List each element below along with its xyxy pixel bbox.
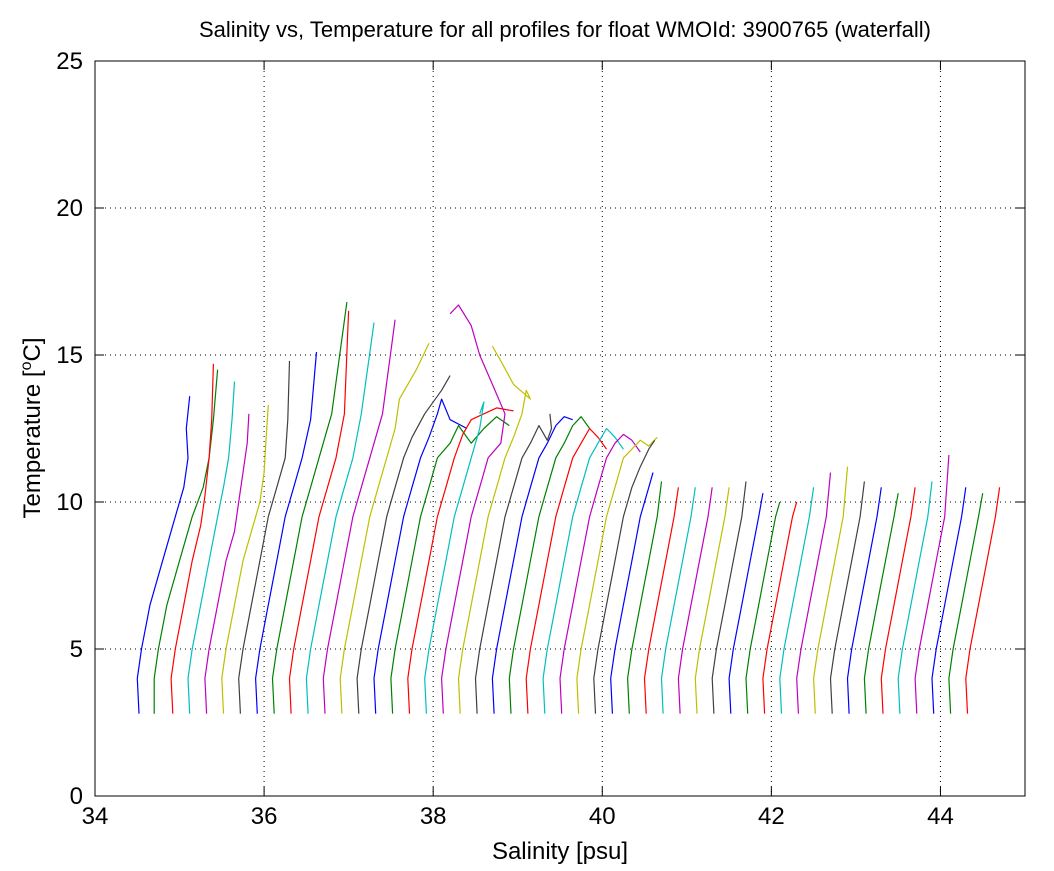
profile-line-46 <box>897 481 933 714</box>
profile-line-35 <box>711 481 747 714</box>
profile-line-41 <box>812 466 849 714</box>
profile-line-4 <box>187 381 236 714</box>
profile-line-37 <box>745 501 781 714</box>
profile-line-49 <box>948 493 984 714</box>
profile-line-45 <box>880 487 916 714</box>
profile-line-48 <box>931 487 967 714</box>
axis-ticks: 34 36 38 40 42 44 0 5 10 15 20 25 <box>56 48 1025 830</box>
y-axis-label-superscript: o <box>18 361 35 370</box>
profile-line-13 <box>339 342 430 714</box>
profile-line-3 <box>170 363 214 714</box>
y-axis-label: Temperature [oC] <box>18 338 46 519</box>
profile-line-16 <box>390 416 510 714</box>
profile-line-11 <box>305 322 375 714</box>
y-tick-label: 20 <box>56 195 83 222</box>
profile-line-7 <box>238 360 291 714</box>
profile-line-32 <box>660 487 696 714</box>
profile-line-36 <box>728 493 764 714</box>
profile-line-47 <box>914 454 950 714</box>
y-axis-label-prefix: Temperature [ <box>19 370 46 518</box>
x-tick-label: 40 <box>589 803 616 830</box>
y-axis-label-suffix: C] <box>19 338 46 362</box>
profile-line-50 <box>965 487 1001 714</box>
profile-line-30 <box>626 481 663 714</box>
profile-line-44 <box>863 493 899 714</box>
profile-line-18 <box>424 401 485 714</box>
profile-line-17 <box>407 407 514 714</box>
profile-line-33 <box>677 487 713 714</box>
chart-title: Salinity vs, Temperature for all profile… <box>199 17 931 42</box>
x-tick-label: 36 <box>251 803 278 830</box>
profile-line-24 <box>525 427 607 714</box>
profile-line-5 <box>204 413 250 714</box>
profile-line-25 <box>542 427 624 714</box>
grid <box>95 61 1025 796</box>
profile-line-26 <box>559 433 641 714</box>
y-tick-label: 10 <box>56 489 83 516</box>
profile-line-40 <box>796 472 832 714</box>
profile-line-6 <box>221 404 269 714</box>
y-tick-label: 0 <box>70 783 83 810</box>
profile-line-39 <box>779 487 815 714</box>
profile-line-22 <box>491 416 573 714</box>
x-tick-label: 38 <box>420 803 447 830</box>
profile-line-29 <box>610 472 654 714</box>
profile-line-14 <box>356 375 451 714</box>
profile-line-15 <box>373 398 468 714</box>
x-axis-label: Salinity [psu] <box>492 838 628 865</box>
x-tick-label: 34 <box>82 803 109 830</box>
profile-line-34 <box>694 487 730 714</box>
profile-line-42 <box>829 481 865 714</box>
plot-area-frame <box>94 60 1026 797</box>
profile-line-21 <box>474 413 553 714</box>
x-tick-label: 42 <box>758 803 785 830</box>
profile-line-12 <box>322 319 396 714</box>
profile-line-43 <box>846 487 882 714</box>
profile-line-38 <box>762 501 798 714</box>
series-layer <box>136 302 1001 714</box>
profile-line-19 <box>441 304 506 714</box>
profile-line-1 <box>136 396 191 714</box>
profile-line-27 <box>576 436 658 714</box>
y-tick-label: 25 <box>56 48 83 75</box>
profile-line-28 <box>593 439 656 714</box>
profile-line-9 <box>271 302 348 714</box>
profile-line-20 <box>457 345 532 714</box>
profile-line-23 <box>508 416 591 714</box>
x-tick-label: 44 <box>927 803 954 830</box>
profile-line-2 <box>153 369 219 714</box>
y-tick-label: 15 <box>56 342 83 369</box>
profile-line-8 <box>255 352 318 714</box>
profile-line-10 <box>288 310 350 714</box>
y-tick-label: 5 <box>70 636 83 663</box>
profile-line-31 <box>643 487 679 714</box>
